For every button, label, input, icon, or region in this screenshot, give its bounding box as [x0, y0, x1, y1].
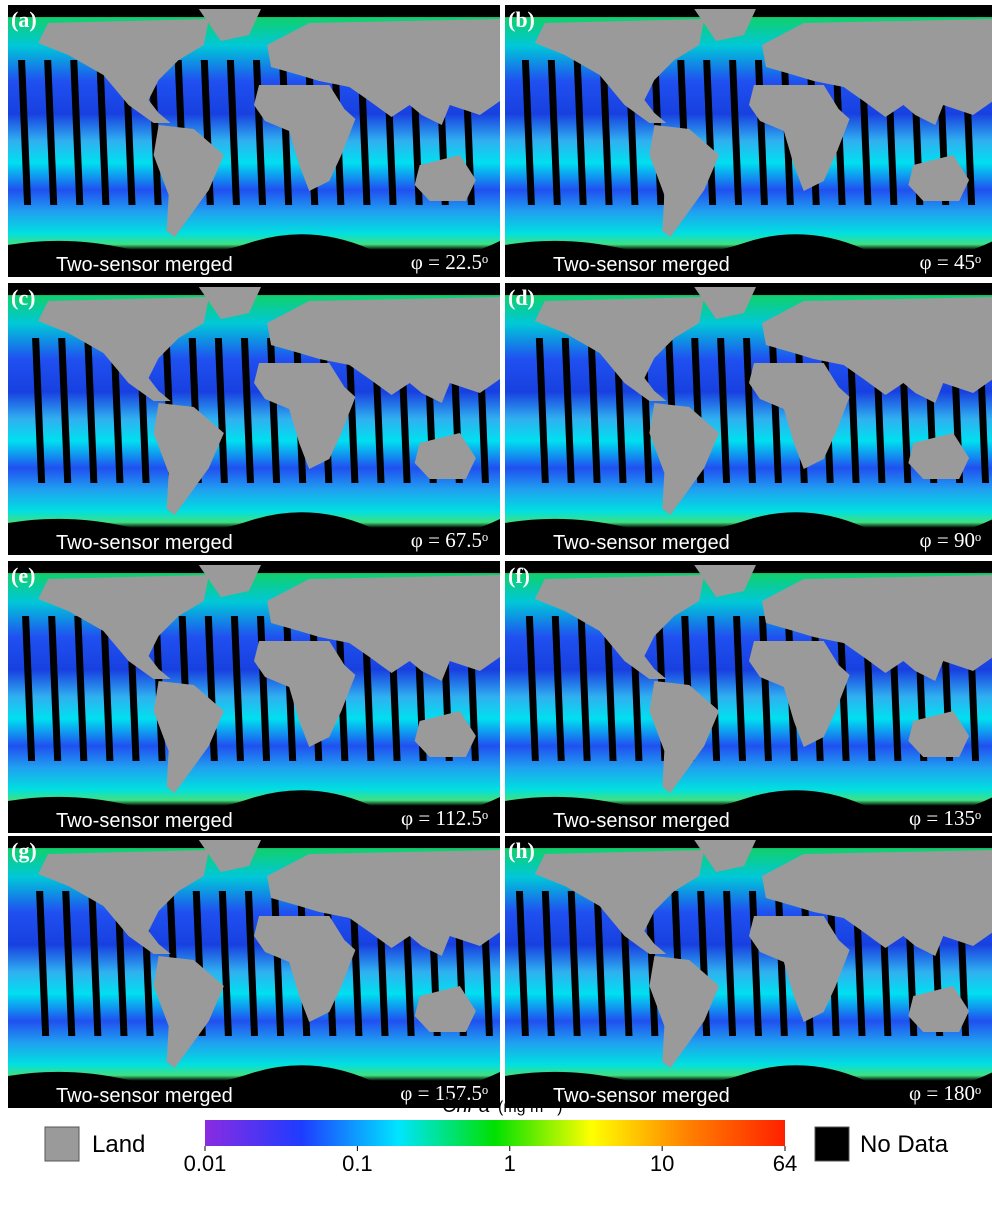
- panel-label: (b): [508, 7, 535, 32]
- map-panel: (a) Two-sensor merged φ = 22.5ᵒ: [8, 5, 500, 277]
- swath: [48, 616, 62, 761]
- swath: [729, 60, 743, 205]
- map-panel: (c) Two-sensor merged φ = 67.5ᵒ: [8, 283, 500, 555]
- swath: [84, 338, 98, 483]
- colorbar-tick-label: 0.01: [184, 1151, 227, 1176]
- swath: [88, 891, 102, 1036]
- swath: [226, 60, 240, 205]
- panel-caption: Two-sensor merged: [553, 532, 730, 554]
- panel-angle: φ = 45ᵒ: [919, 250, 981, 274]
- swath: [852, 891, 866, 1036]
- colorbar-tick-label: 10: [650, 1151, 674, 1176]
- legend-swatch: [814, 1126, 850, 1162]
- swath: [349, 891, 363, 1036]
- panel-angle: φ = 112.5ᵒ: [401, 806, 488, 830]
- colorbar-tick-label: 64: [773, 1151, 797, 1176]
- panel-caption: Two-sensor merged: [56, 810, 233, 832]
- swath: [345, 338, 359, 483]
- map-panel: (f) Two-sensor merged φ = 135ᵒ: [505, 561, 992, 833]
- swath: [240, 338, 254, 483]
- panel-caption: Two-sensor merged: [56, 1085, 233, 1107]
- swath: [110, 338, 124, 483]
- swath: [541, 891, 555, 1036]
- swath: [74, 616, 88, 761]
- swath: [717, 338, 731, 483]
- panel-angle: φ = 180ᵒ: [909, 1081, 981, 1105]
- colorbar: [205, 1120, 785, 1146]
- swath: [603, 616, 617, 761]
- panel-caption: Two-sensor merged: [56, 254, 233, 276]
- swath: [707, 616, 721, 761]
- swath: [230, 616, 244, 761]
- panel-caption: Two-sensor merged: [553, 1085, 730, 1107]
- panel-label: (f): [508, 563, 530, 588]
- swath: [148, 60, 162, 205]
- swath: [547, 60, 561, 205]
- swath: [723, 891, 737, 1036]
- panel-label: (a): [11, 7, 37, 32]
- panel-angle: φ = 90ᵒ: [919, 528, 981, 552]
- panel-caption: Two-sensor merged: [553, 810, 730, 832]
- swath: [515, 891, 529, 1036]
- swath: [100, 616, 114, 761]
- swath: [599, 60, 613, 205]
- swath: [36, 891, 50, 1036]
- swath: [567, 891, 581, 1036]
- swath: [743, 338, 756, 483]
- swath: [214, 338, 228, 483]
- panel-label: (h): [508, 838, 535, 863]
- panel-label: (e): [11, 563, 35, 588]
- swath: [733, 616, 747, 761]
- swath: [218, 891, 232, 1036]
- colorbar-units: (mg m⁻³): [498, 1099, 562, 1116]
- legend-swatch: [44, 1126, 80, 1162]
- swath: [357, 60, 371, 205]
- panel-label: (g): [11, 838, 37, 863]
- swath: [577, 616, 591, 761]
- map-panel: (b) Two-sensor merged φ = 45ᵒ: [505, 5, 992, 277]
- panel-angle: φ = 157.5ᵒ: [400, 1081, 488, 1105]
- panel-label: (c): [11, 285, 35, 310]
- legend-label: Land: [92, 1131, 145, 1158]
- colorbar-tick-label: 0.1: [342, 1151, 373, 1176]
- map-panel: (e) Two-sensor merged φ = 112.5ᵒ: [8, 561, 500, 833]
- swath: [62, 891, 76, 1036]
- colorbar-area: 0.01 0.1 1 10 64 Chl-a (mg m⁻³) Land No Data: [44, 1095, 949, 1176]
- swath: [32, 338, 46, 483]
- legend-label: No Data: [860, 1131, 949, 1158]
- swath: [244, 891, 259, 1036]
- map-panel: (d) Two-sensor merged φ = 90ᵒ: [505, 283, 992, 555]
- swath: [613, 338, 627, 483]
- panel-grid: (a) Two-sensor merged φ = 22.5ᵒ (b) Two-sens…: [8, 5, 992, 1108]
- panel-angle: φ = 135ᵒ: [909, 806, 981, 830]
- swath: [70, 60, 84, 205]
- colorbar-title: Chl-a: [442, 1095, 490, 1117]
- panel-angle: φ = 67.5ᵒ: [411, 528, 488, 552]
- swath: [58, 338, 72, 483]
- map-panel: (g) Two-sensor merged φ = 157.5ᵒ: [8, 836, 500, 1108]
- panel-caption: Two-sensor merged: [56, 532, 233, 554]
- swath: [114, 891, 128, 1036]
- swath: [44, 60, 58, 205]
- swath: [593, 891, 607, 1036]
- swath: [551, 616, 565, 761]
- swath: [18, 60, 32, 205]
- panel-label: (d): [508, 285, 535, 310]
- swath: [96, 60, 110, 205]
- swath: [525, 616, 539, 761]
- panel-angle: φ = 22.5ᵒ: [411, 250, 488, 274]
- swath: [587, 338, 601, 483]
- swath: [22, 616, 36, 761]
- swath: [521, 60, 535, 205]
- swath: [846, 338, 860, 483]
- colorbar-tick-label: 1: [504, 1151, 516, 1176]
- swath: [535, 338, 549, 483]
- swath: [573, 60, 587, 205]
- swath: [561, 338, 575, 483]
- panel-caption: Two-sensor merged: [553, 254, 730, 276]
- map-panel: (h) Two-sensor merged φ = 180ᵒ: [505, 836, 992, 1108]
